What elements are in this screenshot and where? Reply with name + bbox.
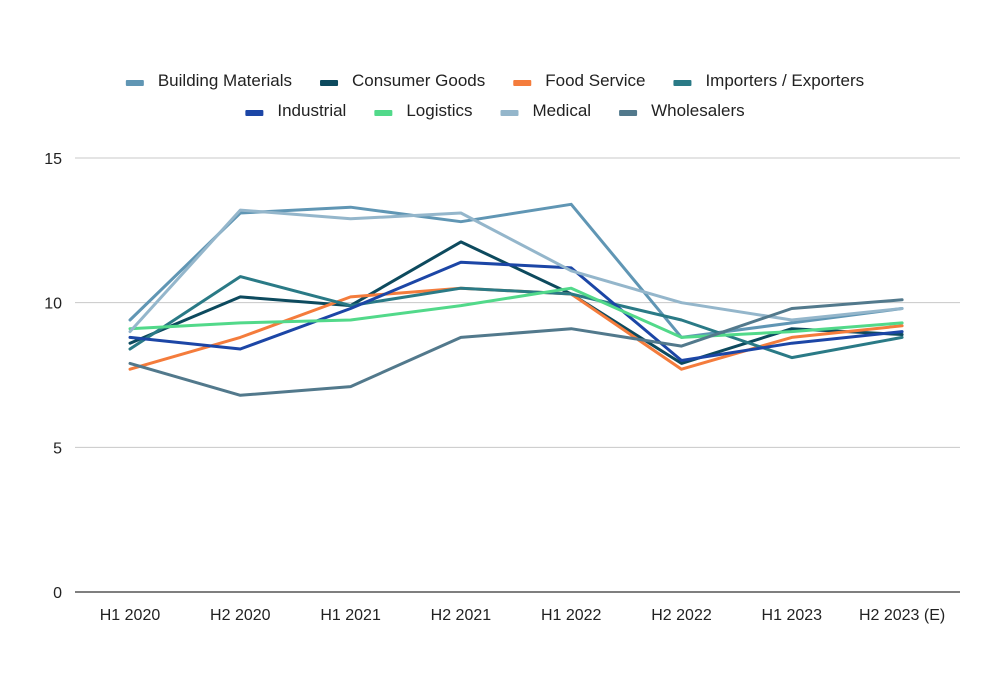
legend-item-food-service: Food Service xyxy=(513,71,645,90)
legend-item-importers-exporters: Importers / Exporters xyxy=(673,71,864,90)
x-tick-label: H1 2022 xyxy=(541,607,602,624)
x-tick-label: H2 2020 xyxy=(210,607,271,624)
series-line-importers-exporters xyxy=(128,275,904,360)
legend: Building Materials Consumer Goods Food Ser… xyxy=(125,71,864,120)
legend-label: Food Service xyxy=(545,71,645,90)
x-tick-label: H2 2022 xyxy=(651,607,712,624)
legend-label: Logistics xyxy=(406,101,472,120)
gridlines xyxy=(75,157,960,448)
legend-swatch xyxy=(619,110,638,116)
series-line-logistics xyxy=(128,286,904,339)
x-tick-label: H1 2021 xyxy=(320,607,381,624)
y-tick-label: 5 xyxy=(53,440,62,457)
legend-item-consumer-goods: Consumer Goods xyxy=(320,71,485,90)
legend-item-medical: Medical xyxy=(500,101,591,120)
legend-label: Importers / Exporters xyxy=(705,71,864,90)
series-line-medical xyxy=(128,208,904,334)
x-tick-label: H2 2021 xyxy=(431,607,492,624)
series-lines xyxy=(128,202,904,397)
legend-item-industrial: Industrial xyxy=(245,101,346,120)
legend-swatch xyxy=(513,80,532,86)
series-line-building-materials xyxy=(128,202,904,339)
y-axis-ticks: 0 5 10 15 xyxy=(44,151,62,602)
y-tick-label: 0 xyxy=(53,585,62,602)
y-tick-label: 15 xyxy=(44,151,62,168)
legend-swatch xyxy=(500,110,519,116)
legend-item-wholesalers: Wholesalers xyxy=(619,101,745,120)
legend-label: Consumer Goods xyxy=(352,71,485,90)
legend-swatch xyxy=(245,110,264,116)
legend-label: Industrial xyxy=(277,101,346,120)
series-line-wholesalers xyxy=(128,298,904,397)
legend-swatch xyxy=(320,80,339,86)
x-axis-ticks: H1 2020 H2 2020 H1 2021 H2 2021 H1 2022 H2 20… xyxy=(100,607,945,624)
legend-swatch xyxy=(374,110,393,116)
legend-item-building-materials: Building Materials xyxy=(125,71,292,90)
x-tick-label: H1 2020 xyxy=(100,607,161,624)
y-tick-label: 10 xyxy=(44,296,62,313)
legend-swatch xyxy=(125,80,144,86)
legend-label: Wholesalers xyxy=(651,101,745,120)
legend-swatch xyxy=(673,80,692,86)
legend-item-logistics: Logistics xyxy=(374,101,472,120)
legend-label: Medical xyxy=(532,101,591,120)
x-tick-label: H1 2023 xyxy=(762,607,823,624)
series-line-consumer-goods xyxy=(128,240,904,365)
series-line-industrial xyxy=(128,260,904,362)
x-tick-label: H2 2023 (E) xyxy=(859,607,945,624)
legend-label: Building Materials xyxy=(158,71,292,90)
